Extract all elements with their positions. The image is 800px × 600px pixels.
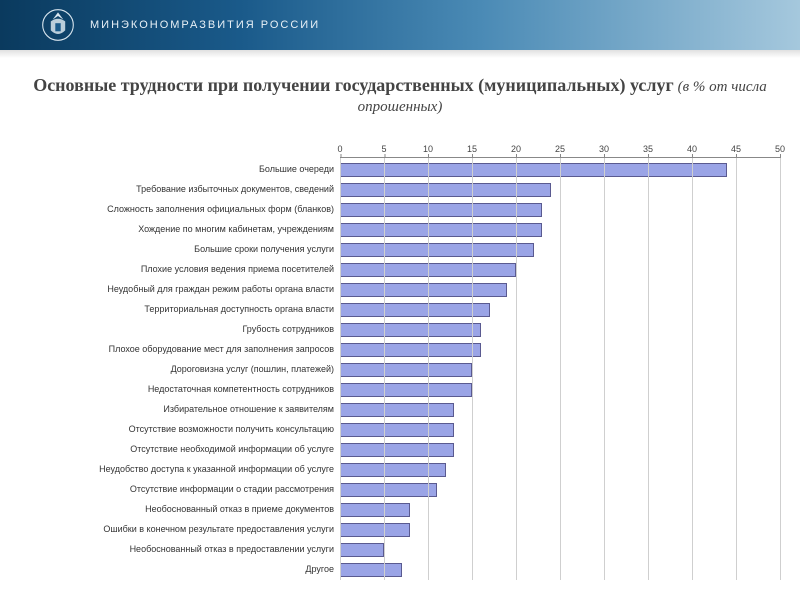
bar-row: Ошибки в конечном результате предоставле… bbox=[40, 520, 780, 540]
bar bbox=[340, 563, 402, 576]
bar-row: Сложность заполнения официальных форм (б… bbox=[40, 200, 780, 220]
bar bbox=[340, 543, 384, 556]
x-tick: 40 bbox=[687, 144, 697, 154]
bar bbox=[340, 363, 472, 376]
bar bbox=[340, 223, 542, 236]
x-tick: 5 bbox=[381, 144, 386, 154]
bar bbox=[340, 163, 727, 176]
bar-label: Отсутствие возможности получить консульт… bbox=[40, 425, 340, 434]
bar-label: Плохое оборудование мест для заполнения … bbox=[40, 345, 340, 354]
bar-row: Другое bbox=[40, 560, 780, 580]
bar bbox=[340, 523, 410, 536]
bar-row: Неудобный для граждан режим работы орган… bbox=[40, 280, 780, 300]
bar bbox=[340, 283, 507, 296]
bar-label: Другое bbox=[40, 565, 340, 574]
x-tick: 20 bbox=[511, 144, 521, 154]
x-tick: 35 bbox=[643, 144, 653, 154]
bar bbox=[340, 323, 481, 336]
grid-line bbox=[384, 158, 385, 580]
bar-row: Плохое оборудование мест для заполнения … bbox=[40, 340, 780, 360]
bar bbox=[340, 203, 542, 216]
bar-label: Отсутствие необходимой информации об усл… bbox=[40, 445, 340, 454]
bar-label: Большие сроки получения услуги bbox=[40, 245, 340, 254]
chart: 05101520253035404550 Большие очередиТреб… bbox=[40, 140, 780, 580]
bar-row: Хождение по многим кабинетам, учреждения… bbox=[40, 220, 780, 240]
bar bbox=[340, 423, 454, 436]
bar-row: Неудобство доступа к указанной информаци… bbox=[40, 460, 780, 480]
header-bar: МИНЭКОНОМРАЗВИТИЯ РОССИИ bbox=[0, 0, 800, 50]
bar bbox=[340, 383, 472, 396]
header-org-text: МИНЭКОНОМРАЗВИТИЯ РОССИИ bbox=[90, 19, 320, 31]
bar bbox=[340, 343, 481, 356]
bar-label: Плохие условия ведения приема посетителе… bbox=[40, 265, 340, 274]
bar-label: Необоснованный отказ в предоставлении ус… bbox=[40, 545, 340, 554]
bar-label: Грубость сотрудников bbox=[40, 325, 340, 334]
bar bbox=[340, 303, 490, 316]
bar-label: Дороговизна услуг (пошлин, платежей) bbox=[40, 365, 340, 374]
bar-label: Избирательное отношение к заявителям bbox=[40, 405, 340, 414]
bar bbox=[340, 483, 437, 496]
grid-line bbox=[736, 158, 737, 580]
bar-label: Ошибки в конечном результате предоставле… bbox=[40, 525, 340, 534]
bar-label: Недостаточная компетентность сотрудников bbox=[40, 385, 340, 394]
chart-rows: Большие очереди Требование избыточных док… bbox=[40, 160, 780, 580]
bar-label: Требование избыточных документов, сведен… bbox=[40, 185, 340, 194]
grid-line bbox=[692, 158, 693, 580]
bar-row: Территориальная доступность органа власт… bbox=[40, 300, 780, 320]
header-shadow bbox=[0, 50, 800, 58]
grid-line bbox=[780, 158, 781, 580]
bar-row: Большие сроки получения услуги bbox=[40, 240, 780, 260]
grid-line bbox=[560, 158, 561, 580]
bar bbox=[340, 183, 551, 196]
bar bbox=[340, 463, 446, 476]
bar-row: Недостаточная компетентность сотрудников bbox=[40, 380, 780, 400]
bar-row: Грубость сотрудников bbox=[40, 320, 780, 340]
x-tick: 30 bbox=[599, 144, 609, 154]
x-tick: 15 bbox=[467, 144, 477, 154]
title-main: Основные трудности при получении государ… bbox=[33, 75, 673, 95]
x-tick: 0 bbox=[337, 144, 342, 154]
x-tick: 25 bbox=[555, 144, 565, 154]
bar-row: Отсутствие необходимой информации об усл… bbox=[40, 440, 780, 460]
grid-line bbox=[472, 158, 473, 580]
bar-row: Избирательное отношение к заявителям bbox=[40, 400, 780, 420]
bar-row: Необоснованный отказ в приеме документов bbox=[40, 500, 780, 520]
grid-line bbox=[604, 158, 605, 580]
bar-row: Отсутствие возможности получить консульт… bbox=[40, 420, 780, 440]
bar-row: Большие очереди bbox=[40, 160, 780, 180]
bar-row: Плохие условия ведения приема посетителе… bbox=[40, 260, 780, 280]
bar-row: Требование избыточных документов, сведен… bbox=[40, 180, 780, 200]
bar-label: Хождение по многим кабинетам, учреждения… bbox=[40, 225, 340, 234]
bar bbox=[340, 503, 410, 516]
bar-label: Большие очереди bbox=[40, 165, 340, 174]
grid-line bbox=[428, 158, 429, 580]
bar-label: Необоснованный отказ в приеме документов bbox=[40, 505, 340, 514]
bar-label: Сложность заполнения официальных форм (б… bbox=[40, 205, 340, 214]
x-tick: 45 bbox=[731, 144, 741, 154]
bar bbox=[340, 443, 454, 456]
grid-line bbox=[516, 158, 517, 580]
x-tick: 50 bbox=[775, 144, 785, 154]
chart-title: Основные трудности при получении государ… bbox=[30, 74, 770, 117]
bar-label: Неудобство доступа к указанной информаци… bbox=[40, 465, 340, 474]
bar-row: Необоснованный отказ в предоставлении ус… bbox=[40, 540, 780, 560]
grid-line bbox=[340, 158, 341, 580]
bar bbox=[340, 243, 534, 256]
bar-label: Отсутствие информации о стадии рассмотре… bbox=[40, 485, 340, 494]
bar-row: Дороговизна услуг (пошлин, платежей) bbox=[40, 360, 780, 380]
x-tick: 10 bbox=[423, 144, 433, 154]
bar-row: Отсутствие информации о стадии рассмотре… bbox=[40, 480, 780, 500]
bar-label: Неудобный для граждан режим работы орган… bbox=[40, 285, 340, 294]
bar bbox=[340, 403, 454, 416]
bar-label: Территориальная доступность органа власт… bbox=[40, 305, 340, 314]
state-emblem-icon bbox=[40, 7, 76, 43]
x-axis: 05101520253035404550 bbox=[340, 140, 780, 158]
grid-line bbox=[648, 158, 649, 580]
